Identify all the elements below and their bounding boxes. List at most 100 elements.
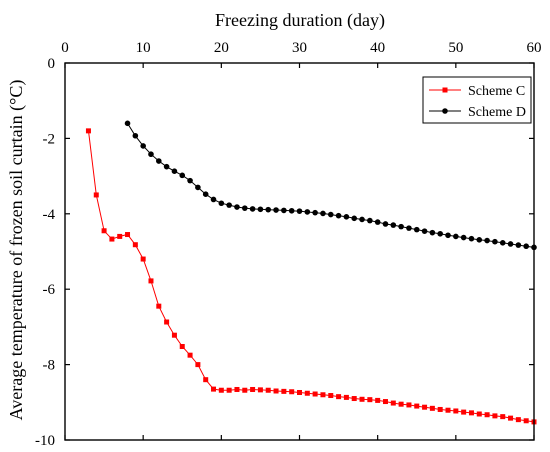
- data-point-scheme-d: [507, 241, 514, 247]
- data-point-scheme-d: [273, 207, 279, 213]
- x-tick-label: 60: [527, 40, 542, 56]
- data-point-scheme-d: [195, 184, 201, 191]
- data-point-scheme-d: [367, 217, 373, 224]
- data-point-scheme-d: [249, 206, 256, 212]
- data-point-scheme-c: [500, 414, 506, 420]
- data-point-scheme-c: [406, 402, 412, 408]
- data-point-scheme-d: [210, 196, 217, 203]
- data-point-scheme-d: [476, 237, 483, 243]
- data-point-scheme-c: [484, 412, 490, 418]
- data-point-scheme-c: [422, 404, 428, 410]
- data-point-scheme-d: [187, 177, 193, 184]
- data-point-scheme-d: [499, 240, 506, 246]
- y-axis-ticks: 0 -2 -4 -6 -8 -10: [35, 56, 534, 449]
- data-point-scheme-d: [140, 143, 146, 149]
- data-point-scheme-c: [312, 391, 318, 397]
- data-point-scheme-c: [414, 403, 420, 409]
- data-point-scheme-d: [343, 214, 350, 220]
- data-point-scheme-d: [421, 228, 428, 234]
- x-tick-label: 10: [136, 40, 151, 56]
- data-point-scheme-c: [226, 387, 232, 393]
- data-point-scheme-c: [382, 399, 388, 405]
- data-point-scheme-d: [179, 172, 186, 179]
- data-point-scheme-d: [382, 221, 389, 227]
- data-point-scheme-d: [281, 207, 287, 214]
- data-point-scheme-d: [492, 238, 498, 245]
- data-point-scheme-c: [148, 278, 154, 284]
- data-point-scheme-d: [320, 210, 326, 217]
- x-tick-label: 20: [214, 40, 229, 56]
- data-point-scheme-d: [515, 242, 522, 248]
- data-point-scheme-c: [171, 332, 177, 338]
- data-point-scheme-c: [203, 377, 209, 383]
- data-point-scheme-c: [398, 401, 404, 407]
- data-point-scheme-d: [296, 208, 303, 214]
- data-point-scheme-c: [250, 386, 256, 392]
- data-point-scheme-c: [273, 388, 279, 394]
- x-tick-label: 40: [370, 40, 385, 56]
- series-scheme-d: [124, 120, 537, 251]
- data-point-scheme-c: [453, 408, 459, 414]
- data-point-scheme-d: [335, 212, 342, 219]
- data-point-scheme-d: [148, 151, 154, 158]
- data-point-scheme-c: [492, 413, 498, 419]
- data-point-scheme-d: [523, 243, 529, 250]
- data-point-scheme-d: [374, 219, 381, 225]
- x-tick-label: 30: [292, 40, 307, 56]
- series-line-scheme-c: [88, 130, 535, 423]
- data-point-scheme-d: [445, 232, 451, 239]
- y-tick-label: -10: [35, 433, 55, 449]
- data-point-scheme-c: [164, 319, 170, 325]
- data-point-scheme-d: [468, 235, 475, 242]
- data-point-scheme-c: [187, 352, 193, 358]
- plot-frame: [64, 62, 535, 441]
- data-point-scheme-d: [202, 191, 209, 197]
- data-point-scheme-d: [132, 132, 139, 139]
- legend-box: [422, 76, 532, 124]
- data-point-scheme-c: [265, 387, 271, 393]
- legend: Scheme C Scheme D: [422, 76, 532, 124]
- data-point-scheme-c: [476, 411, 482, 417]
- data-point-scheme-d: [453, 233, 459, 240]
- data-point-scheme-d: [163, 163, 170, 170]
- data-point-scheme-c: [429, 405, 435, 411]
- y-tick-label: -2: [43, 131, 56, 147]
- data-point-scheme-c: [125, 232, 131, 238]
- data-point-scheme-d: [226, 202, 232, 208]
- x-axis-ticks: 0 10 20 30 40 50 60: [61, 40, 542, 440]
- data-point-scheme-c: [289, 389, 295, 395]
- data-point-scheme-d: [460, 234, 467, 241]
- y-tick-label: 0: [48, 56, 56, 72]
- series-line-scheme-d: [127, 123, 535, 248]
- data-point-scheme-c: [304, 390, 310, 396]
- data-point-scheme-c: [461, 409, 467, 415]
- data-point-scheme-d: [437, 230, 444, 237]
- data-point-scheme-c: [390, 400, 396, 406]
- data-point-scheme-c: [242, 387, 248, 393]
- data-point-scheme-c: [515, 417, 521, 423]
- data-point-scheme-d: [429, 229, 436, 236]
- data-point-scheme-c: [445, 407, 451, 413]
- data-point-scheme-c: [218, 387, 224, 393]
- data-point-scheme-d: [241, 205, 248, 211]
- data-point-scheme-c: [132, 242, 138, 248]
- data-point-scheme-c: [257, 387, 263, 393]
- x-tick-label: 50: [448, 40, 463, 56]
- data-point-scheme-d: [304, 209, 311, 215]
- data-point-scheme-d: [124, 120, 131, 127]
- data-point-scheme-c: [336, 394, 342, 400]
- data-point-scheme-c: [179, 344, 185, 350]
- data-point-scheme-c: [351, 396, 357, 402]
- x-tick-label: 0: [61, 40, 69, 56]
- data-point-scheme-d: [484, 237, 490, 244]
- x-axis-title: Freezing duration (day): [215, 10, 385, 31]
- data-point-scheme-c: [109, 236, 115, 242]
- data-point-scheme-d: [398, 223, 404, 230]
- data-point-scheme-c: [343, 394, 349, 400]
- y-axis-title: Average temperature of frozen soil curta…: [6, 80, 27, 421]
- y-tick-label: -6: [43, 282, 56, 298]
- data-point-scheme-c: [508, 415, 514, 421]
- data-point-scheme-d: [390, 222, 397, 228]
- data-point-scheme-d: [171, 168, 178, 174]
